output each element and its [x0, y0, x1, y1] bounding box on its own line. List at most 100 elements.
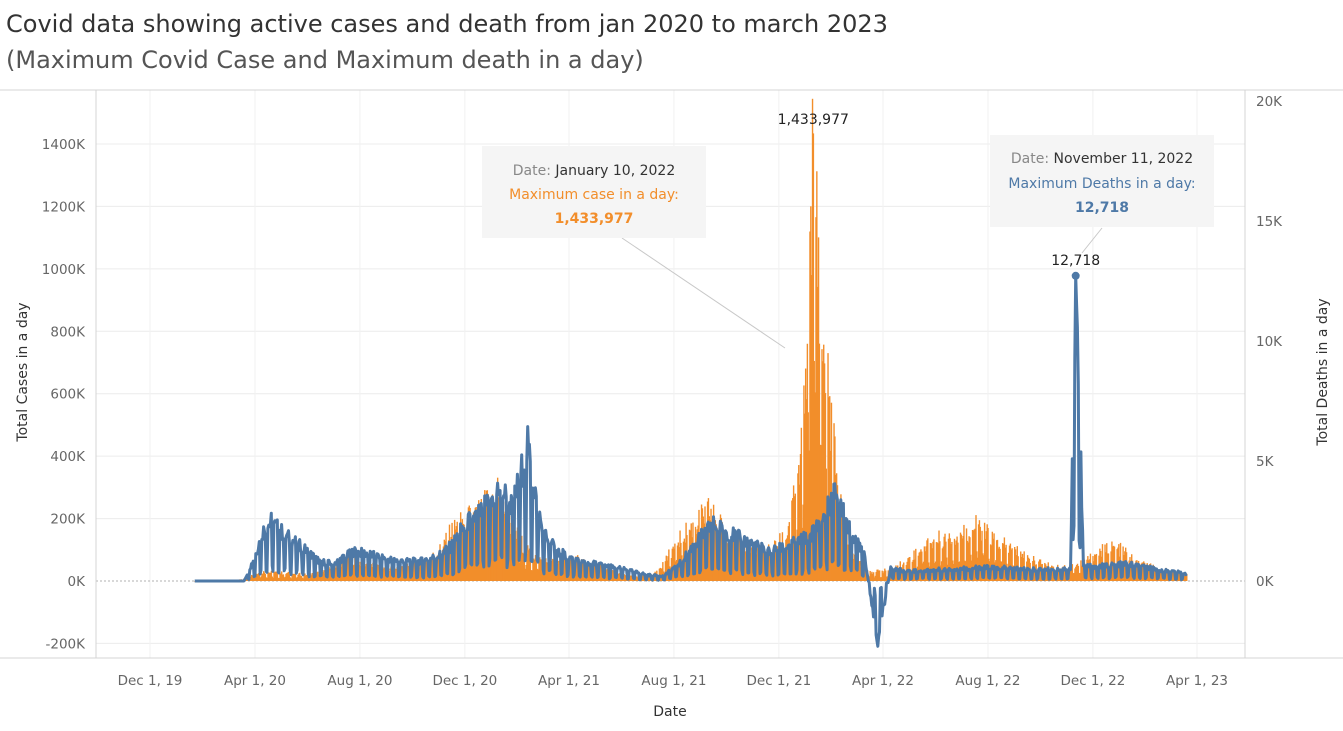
case-bar	[582, 560, 584, 581]
chart-title: Covid data showing active cases and deat…	[6, 10, 888, 38]
case-bar	[809, 231, 811, 581]
case-bar	[294, 572, 297, 581]
case-bar	[281, 574, 284, 581]
case-bar	[570, 559, 572, 581]
case-bar	[329, 568, 331, 581]
case-bar	[955, 540, 957, 581]
case-bar	[606, 569, 608, 581]
case-bar	[625, 575, 627, 581]
y-tick-label: 1400K	[42, 137, 86, 153]
case-bar	[533, 559, 536, 581]
case-bar	[552, 558, 554, 581]
case-bar	[256, 573, 258, 581]
case-bar	[732, 530, 735, 581]
case-bar	[382, 568, 384, 581]
case-bar	[560, 571, 563, 581]
case-bar	[641, 576, 643, 581]
case-bar	[974, 528, 976, 581]
case-bar	[263, 572, 266, 581]
case-bar	[455, 526, 458, 581]
case-bar	[820, 445, 822, 581]
case-bar	[919, 551, 921, 581]
case-bar	[551, 560, 553, 581]
case-bar	[288, 574, 291, 581]
case-bar	[810, 275, 813, 581]
case-bar	[774, 541, 777, 581]
case-bar	[536, 568, 538, 581]
case-bar	[945, 541, 947, 581]
case-bar	[302, 578, 304, 581]
case-bar	[461, 519, 464, 581]
case-bar	[1111, 541, 1113, 581]
case-bar	[543, 573, 545, 581]
case-bar	[613, 572, 615, 581]
case-bar	[530, 570, 532, 581]
case-bar	[1081, 565, 1083, 581]
case-bar	[980, 540, 982, 581]
case-bar	[814, 392, 816, 581]
case-bar	[635, 576, 637, 581]
x-tick-label: Aug 1, 22	[955, 673, 1020, 689]
case-bar	[883, 571, 885, 581]
case-bar	[290, 578, 292, 581]
case-bar	[824, 393, 827, 581]
case-bar	[509, 522, 511, 581]
case-bar	[284, 576, 286, 581]
case-bar	[877, 569, 879, 581]
case-bar	[528, 548, 531, 581]
case-bar	[737, 536, 740, 581]
case-bar	[939, 541, 941, 581]
case-bar	[535, 556, 538, 581]
case-bar	[932, 541, 934, 581]
case-bar	[250, 574, 253, 581]
y2-tick-label: 0K	[1256, 574, 1275, 590]
case-bar	[1088, 560, 1090, 581]
case-bar	[365, 564, 367, 581]
y-tick-label: -200K	[46, 636, 87, 652]
case-bar	[394, 568, 396, 581]
case-bar	[317, 571, 319, 581]
case-bar	[313, 578, 316, 581]
case-bar	[659, 567, 661, 581]
case-bar	[750, 547, 753, 581]
case-bar	[529, 552, 532, 581]
case-bar	[532, 558, 534, 581]
x-tick-label: Dec 1, 19	[118, 673, 183, 689]
case-bar	[927, 538, 929, 581]
case-bar	[378, 566, 380, 581]
case-bar	[522, 553, 525, 581]
case-bar	[1003, 537, 1006, 581]
death-annotation-date: Date: November 11, 2022	[1011, 151, 1193, 167]
case-bar	[588, 563, 590, 581]
case-bar	[827, 353, 829, 581]
deaths-line-layer	[194, 274, 1188, 648]
x-tick-label: Aug 1, 20	[327, 673, 392, 689]
x-tick-label: Apr 1, 22	[852, 673, 914, 689]
case-bar	[335, 567, 337, 581]
case-bar	[291, 575, 293, 581]
case-bar	[823, 344, 825, 581]
case-bar	[525, 564, 527, 581]
case-bar	[561, 570, 563, 581]
case-bar	[1063, 565, 1066, 581]
case-bar	[509, 533, 512, 581]
death-annotation-box	[990, 135, 1214, 227]
case-bar	[808, 450, 810, 581]
case-bar	[950, 544, 952, 581]
case-bar	[989, 544, 992, 581]
case-bar	[328, 566, 330, 581]
case-bar	[829, 396, 831, 581]
case-bar	[756, 547, 759, 581]
case-bar	[362, 573, 365, 581]
case-bar	[364, 566, 366, 581]
case-bar	[987, 527, 989, 581]
case-bar	[968, 536, 970, 581]
case-bar	[954, 544, 957, 581]
case-bar	[460, 524, 463, 581]
case-bar	[807, 412, 809, 581]
case-bar	[1184, 572, 1186, 581]
case-bar	[865, 571, 867, 581]
case-bar	[762, 548, 765, 581]
case-bar	[314, 577, 316, 581]
case-bar	[1070, 567, 1073, 581]
